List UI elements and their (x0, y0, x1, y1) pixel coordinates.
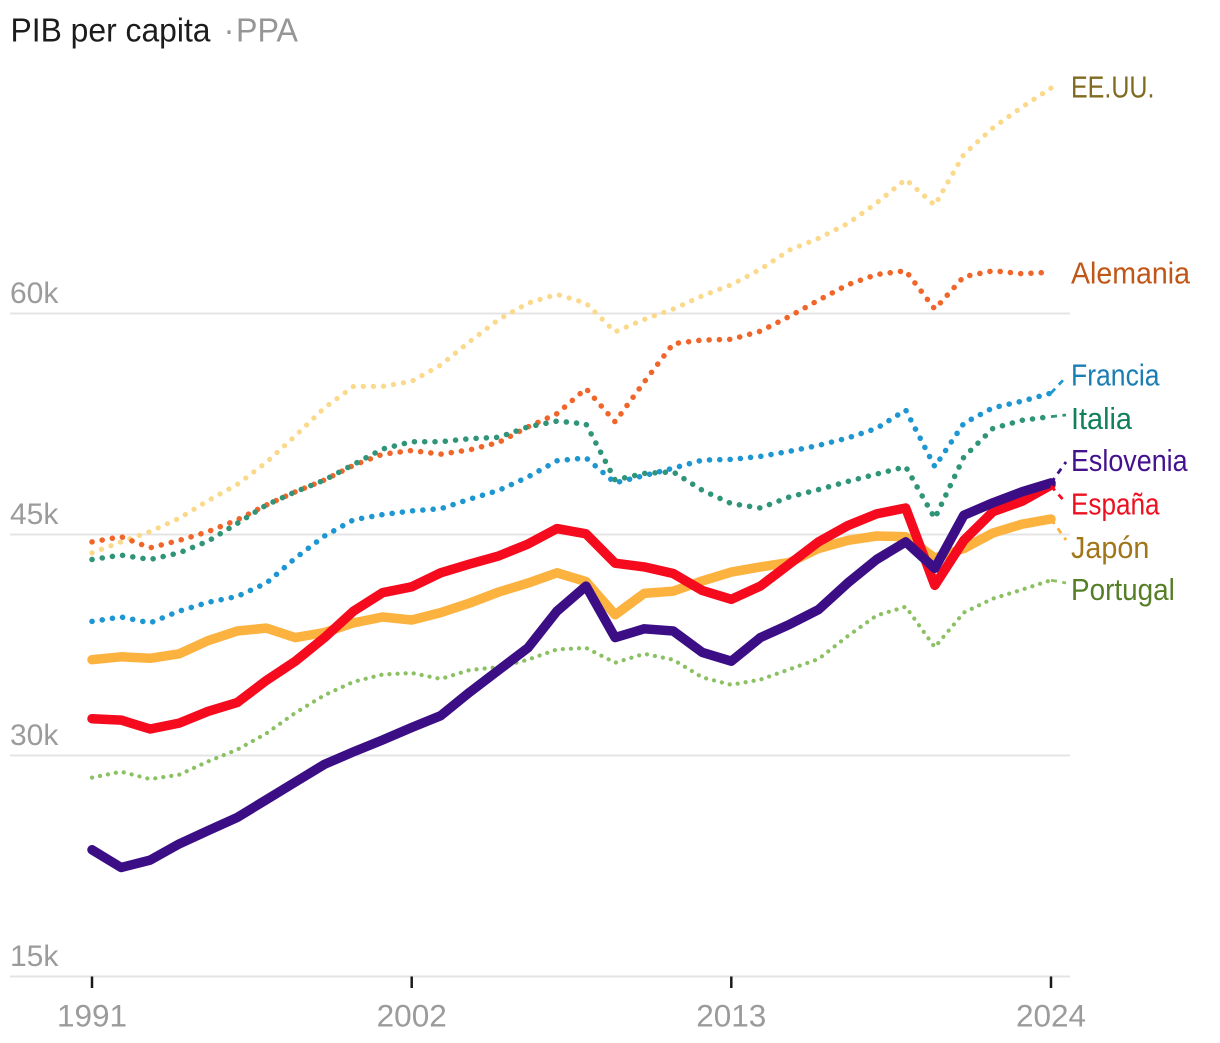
svg-text:2024: 2024 (1016, 998, 1086, 1034)
svg-text:Japón: Japón (1071, 530, 1149, 565)
svg-text:2013: 2013 (696, 998, 766, 1034)
svg-text:España: España (1071, 487, 1160, 522)
svg-text:PIB per capita: PIB per capita (11, 11, 212, 48)
svg-text:45k: 45k (10, 498, 59, 531)
svg-text:·: · (224, 11, 235, 48)
svg-text:EE.UU.: EE.UU. (1071, 70, 1154, 105)
svg-text:Portugal: Portugal (1071, 572, 1175, 607)
svg-text:Alemania: Alemania (1071, 256, 1191, 291)
svg-text:Francia: Francia (1071, 358, 1160, 393)
svg-text:1991: 1991 (57, 998, 127, 1034)
svg-text:Eslovenia: Eslovenia (1071, 443, 1188, 478)
svg-text:60k: 60k (10, 277, 59, 310)
svg-text:30k: 30k (10, 719, 59, 752)
svg-text:PPA: PPA (236, 11, 298, 48)
svg-text:2002: 2002 (377, 998, 447, 1034)
svg-text:15k: 15k (10, 940, 59, 973)
svg-text:Italia: Italia (1071, 401, 1133, 436)
